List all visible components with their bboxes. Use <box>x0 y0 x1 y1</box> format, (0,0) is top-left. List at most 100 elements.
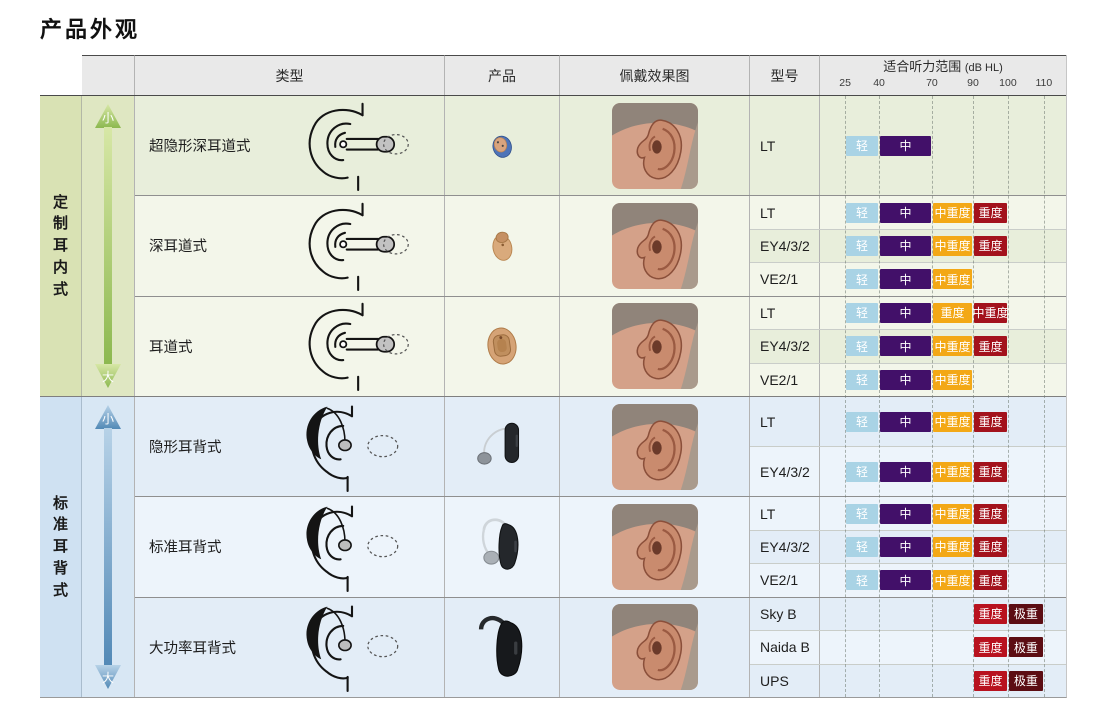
hearing-range-bar: 重度 <box>974 637 1007 658</box>
product-cell <box>445 597 560 697</box>
ear-photo <box>611 303 698 390</box>
header-wearing-effect: 佩戴效果图 <box>560 55 750 95</box>
hearing-range-bar: 中 <box>880 503 931 524</box>
hearing-range-bar: 中重度 <box>932 461 972 482</box>
type-label: 耳道式 <box>149 339 193 356</box>
category-label: 定制耳内式 <box>52 193 68 298</box>
hearing-range-bar: 中重度 <box>932 269 972 290</box>
size-arrow-cell: 小 大 <box>82 96 135 396</box>
hearing-range-bar: 中 <box>880 461 931 482</box>
header-type: 类型 <box>135 55 445 95</box>
size-arrow-icon: 小 大 <box>95 104 121 388</box>
hearing-range-bar: 重度 <box>974 461 1007 482</box>
size-arrow-icon: 小 大 <box>95 405 121 689</box>
axis-gridline <box>931 96 933 697</box>
hearing-range-chart-cell: 轻中中重度 重度 <box>820 330 1066 363</box>
model-row: VE2/1 轻中中重度 <box>750 362 1066 396</box>
hearing-range-bar: 中重度 <box>932 336 972 357</box>
ear-bte-diagram-icon <box>306 605 399 693</box>
ear-canal-diagram-icon <box>308 303 409 392</box>
table-body: 定制耳内式 小 大 超隐形深耳道式 LT 轻中深耳道式 <box>40 96 1066 697</box>
model-label: Sky B <box>750 597 820 631</box>
hearing-range-bar: 中重度 <box>932 503 972 524</box>
hearing-range-chart-cell: 轻中中重度 重度 <box>820 229 1066 263</box>
ear-photo <box>611 604 698 691</box>
type-group-row: 隐形耳背式 LT 轻中中重度 重度 EY4/3/2 轻中中重度 重度 <box>135 397 1066 497</box>
type-cell: 耳道式 <box>135 296 445 396</box>
page-title: 产品外观 <box>40 17 141 42</box>
axis-gridline <box>845 96 847 697</box>
model-row: Naida B 重度 极重 <box>750 630 1066 664</box>
hearing-range-bar: 中 <box>880 411 931 432</box>
type-group-row: 大功率耳背式 Sky B 重度 极重 Naida B 重度 极重 UPS 重度 极重 <box>135 596 1066 697</box>
axis-tick-label: 40 <box>873 77 885 89</box>
hearing-range-bar: 轻 <box>846 411 879 432</box>
axis-tick-label: 90 <box>967 77 979 89</box>
hearing-range-bar: 中 <box>880 135 931 156</box>
hearing-range-bar: 中 <box>880 269 931 290</box>
hearing-range-chart-cell: 轻中中重度 重度 <box>820 447 1066 497</box>
model-row: EY4/3/2 轻中中重度 重度 <box>750 529 1066 564</box>
wearing-photo-cell <box>560 397 750 497</box>
hearing-range-bar: 中 <box>880 202 931 223</box>
model-row: UPS 重度 极重 <box>750 663 1066 697</box>
bte-device-image <box>481 518 519 570</box>
svg-text:小: 小 <box>102 111 114 125</box>
product-cell <box>445 296 560 396</box>
model-label: LT <box>750 497 820 530</box>
hearing-range-bar: 重度 <box>974 411 1007 432</box>
model-row: LT 轻中中重度 重度 <box>750 196 1066 229</box>
hearing-range-bar: 中重度 <box>932 570 972 591</box>
hearing-range-chart-cell: 轻中重度 中重度 <box>820 296 1066 330</box>
svg-text:小: 小 <box>102 412 114 426</box>
model-label: LT <box>750 397 820 447</box>
type-cell: 超隐形深耳道式 <box>135 96 445 196</box>
hearing-range-bar: 重度 <box>974 603 1007 624</box>
header-hearing-range: 适合听力范围 (dB HL) 25 40 70 90 100 110 <box>820 55 1066 95</box>
model-row: LT 轻中重度 中重度 <box>750 296 1066 330</box>
model-label: EY4/3/2 <box>750 447 820 497</box>
model-row: LT 轻中中重度 重度 <box>750 397 1066 447</box>
wearing-photo-cell <box>560 597 750 697</box>
type-label: 隐形耳背式 <box>149 440 222 457</box>
hearing-range-chart-cell: 重度 极重 <box>820 664 1066 697</box>
hearing-range-chart-cell: 重度 极重 <box>820 631 1066 664</box>
model-label: EY4/3/2 <box>750 330 820 363</box>
header-arrow-spacer <box>82 55 135 95</box>
hearing-range-chart-cell: 轻中中重度 重度 <box>820 397 1066 447</box>
hearing-range-bar: 中 <box>880 336 931 357</box>
model-label: VE2/1 <box>750 263 820 296</box>
axis-gridline <box>1007 96 1009 697</box>
wearing-photo-cell <box>560 296 750 396</box>
product-cell <box>445 397 560 497</box>
hearing-range-chart-cell: 轻中中重度 <box>820 263 1066 296</box>
model-row: VE2/1 轻中中重度 重度 <box>750 563 1066 597</box>
model-row: EY4/3/2 轻中中重度 重度 <box>750 446 1066 497</box>
product-cell <box>445 196 560 296</box>
cic-device-image <box>492 231 513 261</box>
header-model: 型号 <box>750 55 820 95</box>
wearing-photo-cell <box>560 196 750 296</box>
hearing-range-bar: 轻 <box>846 369 879 390</box>
model-label: Naida B <box>750 631 820 664</box>
type-label: 标准耳背式 <box>149 540 222 557</box>
hearing-range-bar: 重度 <box>974 670 1007 691</box>
hearing-range-bar: 轻 <box>846 202 879 223</box>
hearing-range-bar: 轻 <box>846 570 879 591</box>
hearing-range-bar: 中重度 <box>932 536 972 557</box>
hearing-range-bar: 轻 <box>846 461 879 482</box>
hearing-range-bar: 中重度 <box>972 302 1008 323</box>
model-label: LT <box>750 196 820 229</box>
hearing-range-bar: 轻 <box>846 503 879 524</box>
model-label: VE2/1 <box>750 564 820 597</box>
axis-gridline <box>1043 96 1045 697</box>
category-band: 定制耳内式 小 大 超隐形深耳道式 LT 轻中深耳道式 <box>40 96 1066 396</box>
product-cell <box>445 497 560 597</box>
model-row: EY4/3/2 轻中中重度 重度 <box>750 228 1066 263</box>
model-row: Sky B 重度 极重 <box>750 597 1066 631</box>
hearing-range-chart-cell: 轻中中重度 重度 <box>820 530 1066 564</box>
iic-device-image <box>492 135 512 158</box>
type-cell: 大功率耳背式 <box>135 597 445 697</box>
power-bte-device-image <box>478 616 523 678</box>
hearing-range-bar: 极重 <box>1008 670 1043 691</box>
